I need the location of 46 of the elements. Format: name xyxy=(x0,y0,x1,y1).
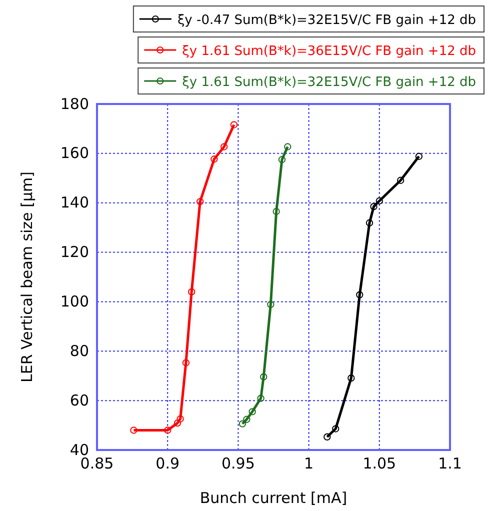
legend-label: ξy 1.61 Sum(B*k)=32E15V/C FB gain +12 db xyxy=(182,75,476,90)
y-tick-label: 160 xyxy=(60,144,89,162)
point xyxy=(230,121,238,128)
x-tick-label: 0.9 xyxy=(156,454,180,473)
point xyxy=(356,291,364,298)
y-tick-label: 80 xyxy=(70,342,89,360)
point xyxy=(376,197,383,204)
point xyxy=(174,419,182,427)
point xyxy=(324,433,331,440)
x-tick-label: 1.05 xyxy=(362,454,396,473)
y-tick-label: 100 xyxy=(60,292,89,311)
point xyxy=(332,425,340,432)
legend-label: ξy -0.47 Sum(B*k)=32E15V/C FB gain +12 db xyxy=(177,13,476,28)
point xyxy=(248,408,256,416)
point xyxy=(176,415,184,422)
point xyxy=(272,208,280,216)
point xyxy=(278,156,286,164)
point xyxy=(164,426,172,434)
y-axis-title: LER Vertical beam size [μm] xyxy=(18,172,36,382)
x-axis-title: Bunch current [mA] xyxy=(200,489,348,507)
x-tick-label: 0.95 xyxy=(221,454,255,473)
x-tick-label: 0.85 xyxy=(80,454,114,473)
y-tick-label: 180 xyxy=(60,94,89,113)
point xyxy=(260,373,268,380)
point xyxy=(415,152,423,160)
x-tick-label: 1 xyxy=(304,454,314,473)
point xyxy=(243,416,250,423)
y-tick-label: 60 xyxy=(70,391,89,410)
point xyxy=(396,176,404,184)
x-tick-label: 1.1 xyxy=(438,454,462,473)
point xyxy=(220,143,228,150)
point xyxy=(257,394,264,402)
legend-label: ξy 1.61 Sum(B*k)=36E15V/C FB gain +12 db xyxy=(182,44,476,59)
y-tick-label: 140 xyxy=(60,194,89,212)
point xyxy=(238,420,246,428)
point xyxy=(348,374,355,382)
point xyxy=(267,300,274,308)
point xyxy=(370,202,378,210)
point xyxy=(188,288,196,296)
point xyxy=(196,198,204,206)
point xyxy=(210,156,218,163)
point xyxy=(130,426,138,434)
point xyxy=(284,143,292,150)
point xyxy=(182,359,190,366)
point xyxy=(366,219,374,226)
y-tick-label: 120 xyxy=(60,243,89,262)
